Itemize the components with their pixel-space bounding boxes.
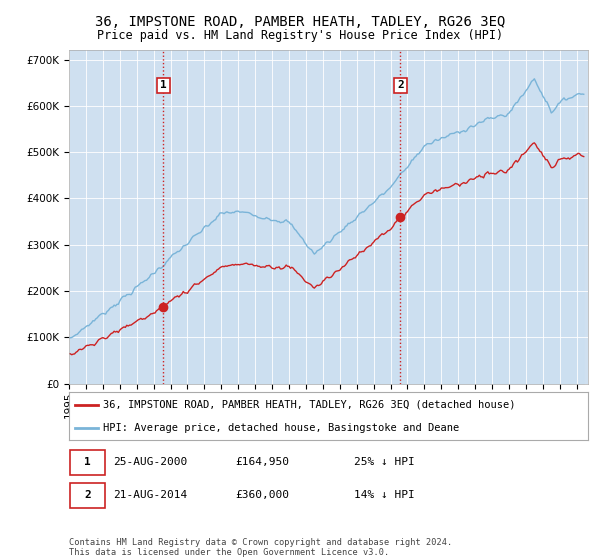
Text: 25% ↓ HPI: 25% ↓ HPI: [355, 457, 415, 467]
FancyBboxPatch shape: [70, 450, 106, 475]
Text: Contains HM Land Registry data © Crown copyright and database right 2024.
This d: Contains HM Land Registry data © Crown c…: [69, 538, 452, 557]
FancyBboxPatch shape: [70, 483, 106, 508]
Text: £164,950: £164,950: [235, 457, 289, 467]
Text: 1: 1: [160, 81, 167, 90]
Text: 25-AUG-2000: 25-AUG-2000: [113, 457, 187, 467]
Text: Price paid vs. HM Land Registry's House Price Index (HPI): Price paid vs. HM Land Registry's House …: [97, 29, 503, 42]
Text: 36, IMPSTONE ROAD, PAMBER HEATH, TADLEY, RG26 3EQ (detached house): 36, IMPSTONE ROAD, PAMBER HEATH, TADLEY,…: [103, 400, 515, 410]
Text: 21-AUG-2014: 21-AUG-2014: [113, 490, 187, 500]
Text: HPI: Average price, detached house, Basingstoke and Deane: HPI: Average price, detached house, Basi…: [103, 423, 459, 433]
Text: 1: 1: [85, 457, 91, 467]
Text: 2: 2: [397, 81, 404, 90]
Text: 14% ↓ HPI: 14% ↓ HPI: [355, 490, 415, 500]
Text: £360,000: £360,000: [235, 490, 289, 500]
Text: 2: 2: [85, 490, 91, 500]
Text: 36, IMPSTONE ROAD, PAMBER HEATH, TADLEY, RG26 3EQ: 36, IMPSTONE ROAD, PAMBER HEATH, TADLEY,…: [95, 15, 505, 29]
